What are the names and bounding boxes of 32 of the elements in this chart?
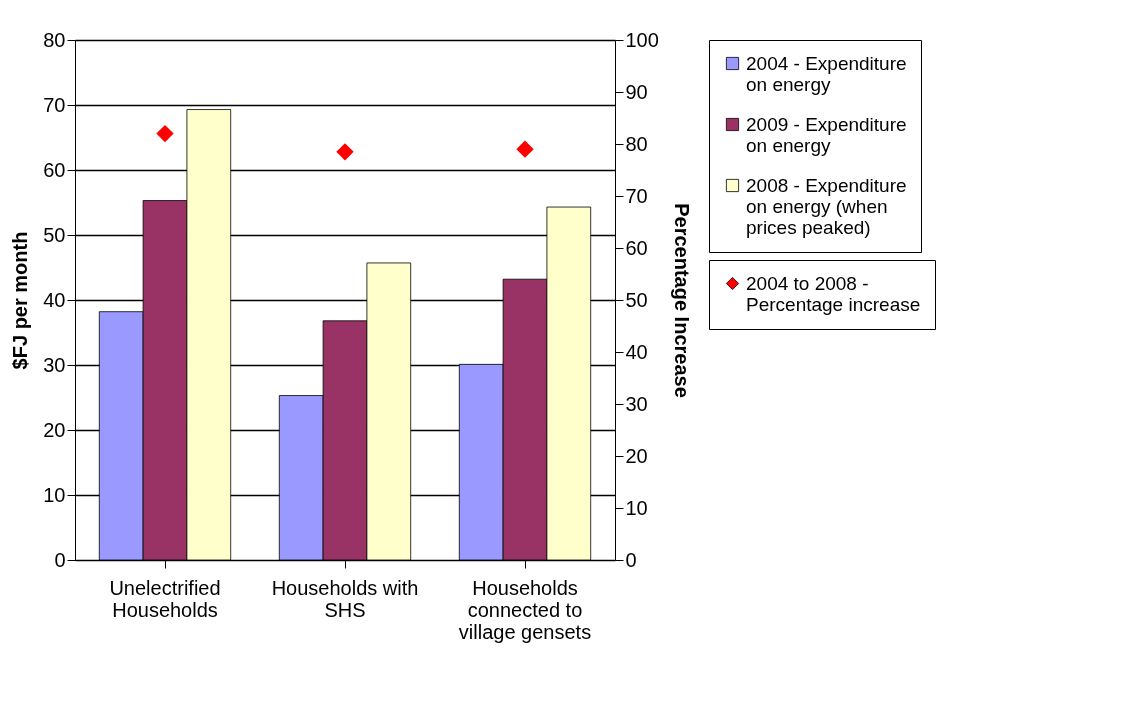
y2-tick-label: 20	[625, 444, 648, 467]
point	[156, 124, 174, 143]
y-tick-label: 80	[43, 28, 66, 51]
y2-tick-label: 70	[625, 184, 648, 207]
y-tick-label: 70	[43, 93, 66, 116]
legend-label: 2004 - Expenditure on energy	[746, 52, 907, 95]
y-tick-label: 30	[43, 353, 66, 376]
y2-tick-label: 30	[625, 392, 648, 415]
y-tick-label: 20	[43, 418, 66, 441]
x-tick-label: Households connected to village gensets	[458, 576, 592, 643]
point	[516, 140, 534, 158]
y2-tick-label: 60	[625, 236, 648, 259]
y2-tick-label: 0	[625, 548, 637, 571]
x-tick-label: Households with SHS	[271, 576, 419, 621]
y2-axis-title: Percentage Increase	[670, 203, 693, 398]
x-tick-label: Unelectrified Households	[109, 576, 221, 621]
y-axis-title: $FJ per month	[9, 231, 32, 370]
point	[336, 143, 354, 161]
y2-tick-label: 40	[625, 340, 648, 363]
y2-tick-label: 90	[625, 80, 648, 103]
legend-label: 2009 - Expenditure on energy	[746, 113, 907, 156]
y2-tick-label: 80	[625, 132, 648, 155]
y-tick-label: 10	[43, 483, 66, 506]
legend-label: 2004 to 2008 - Percentage increase	[746, 272, 921, 315]
y-tick-label: 40	[43, 288, 66, 311]
y2-tick-label: 100	[625, 28, 659, 51]
y2-tick-label: 50	[625, 288, 648, 311]
y-tick-label: 60	[43, 158, 66, 181]
legend-label: 2008 - Expenditure on energy (when prices peaked)	[746, 174, 907, 238]
y2-tick-label: 10	[625, 496, 648, 519]
y-tick-label: 50	[43, 223, 66, 246]
y-tick-label: 0	[54, 548, 66, 571]
